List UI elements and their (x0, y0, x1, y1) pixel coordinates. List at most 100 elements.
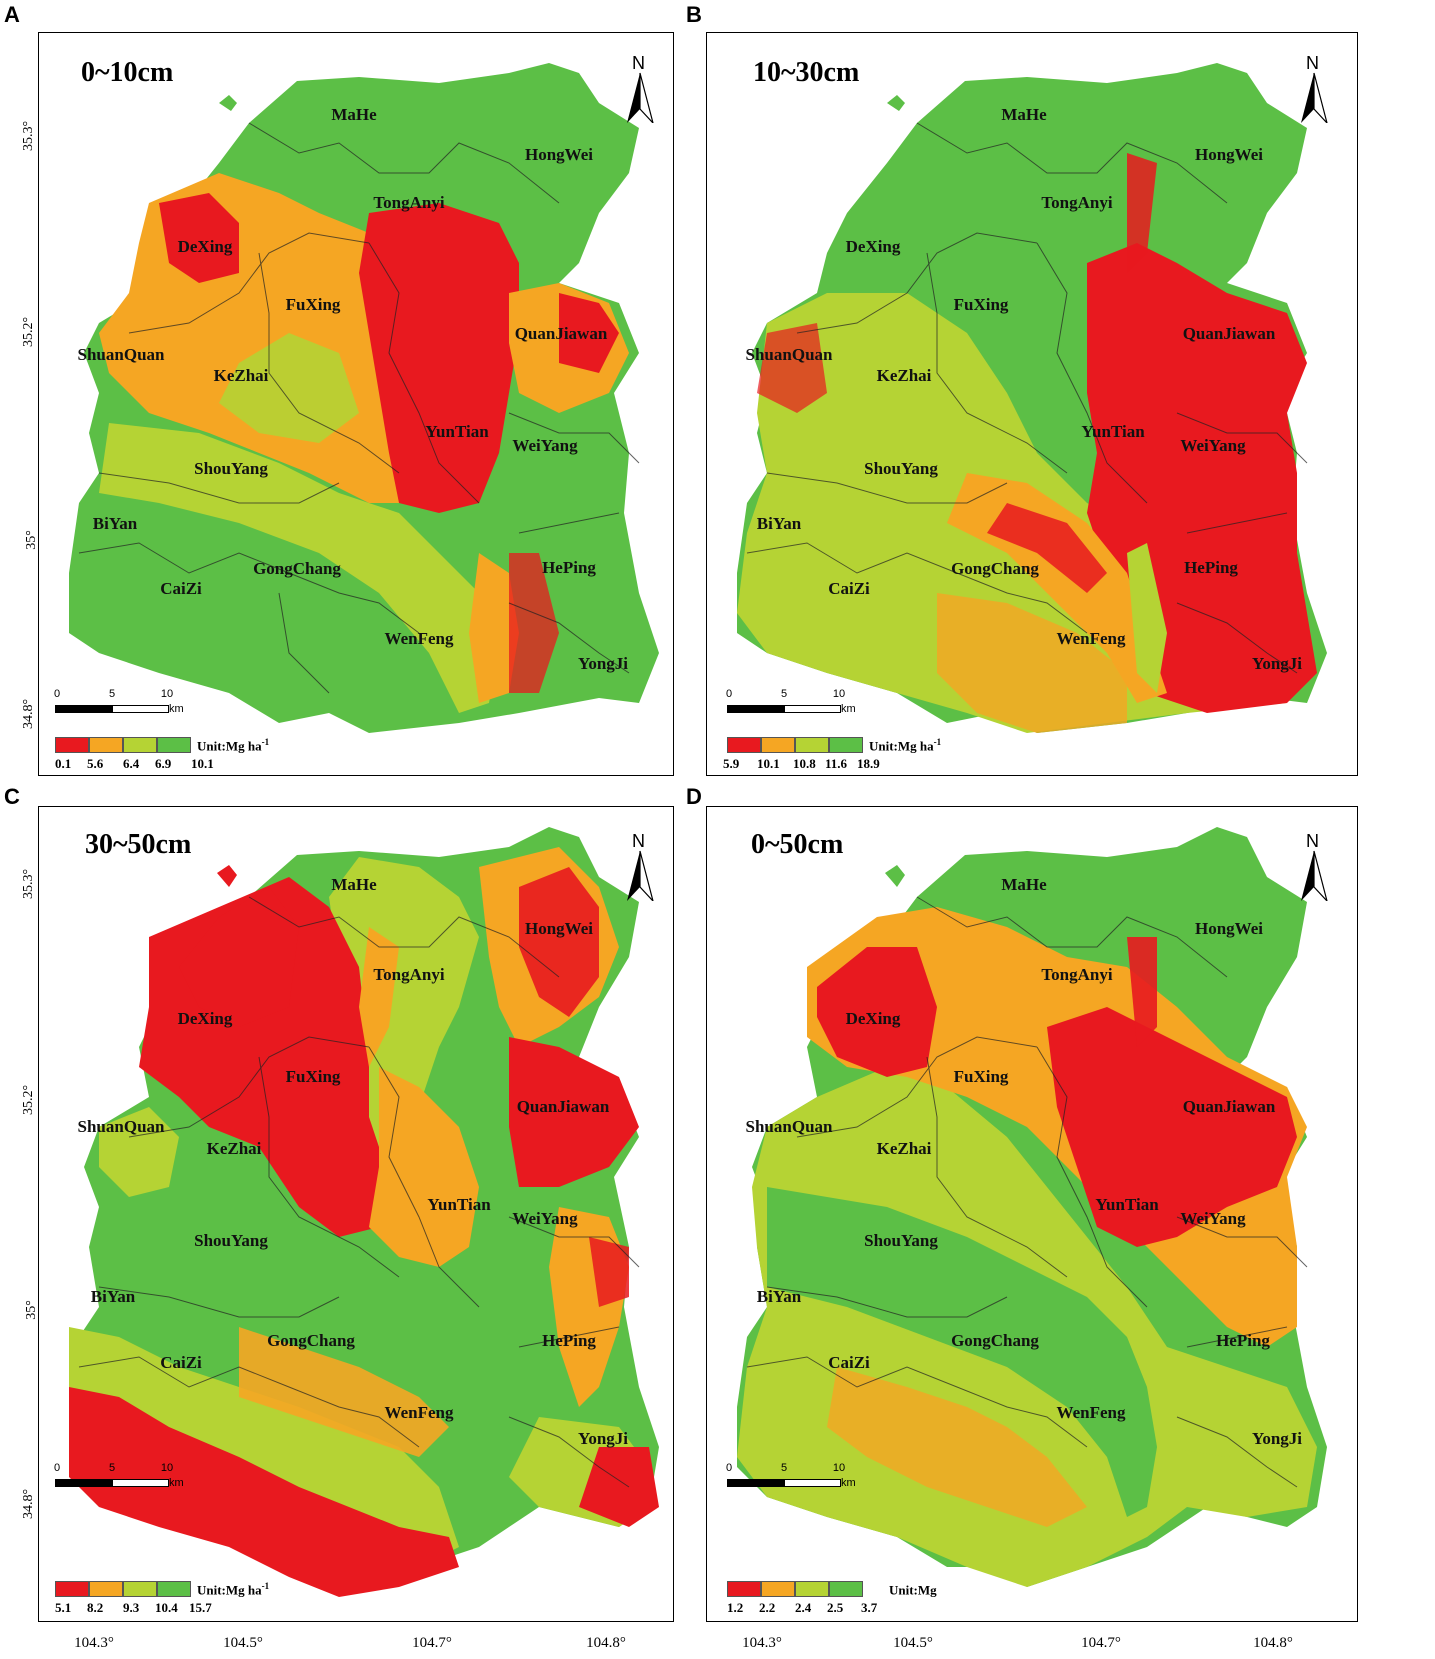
legend-break-3: 6.9 (155, 756, 172, 771)
north-letter-d: N (1306, 831, 1319, 851)
scale-bar-white (784, 705, 841, 713)
town-label-tonganyi: TongAnyi (373, 193, 445, 212)
lat-label-a-348: 34.8° (21, 698, 37, 730)
legend-swatch-yellowgreen (795, 737, 829, 753)
depth-label-b: 10~30cm (753, 57, 860, 88)
legend-swatch-green (157, 737, 191, 753)
legend-swatch-yellowgreen (795, 1581, 829, 1597)
legend-d: Unit:Mg 1.2 2.2 2.4 2.5 3.7 (727, 1581, 1027, 1621)
scale-unit: km (169, 703, 184, 715)
lat-label-c-352: 35.2° (21, 1084, 37, 1116)
town-label-fuxing: FuXing (953, 1067, 1009, 1086)
map-d-raster (737, 827, 1327, 1587)
town-label-biyan: BiYan (92, 514, 138, 533)
scale-bar-black (55, 1479, 113, 1487)
lon-label-d-1048: 104.8° (1253, 1635, 1293, 1651)
scale-tick-0: 0 (725, 1462, 733, 1474)
legend-unit: Unit:Mg ha-1 (197, 1581, 269, 1598)
town-label-yongji: YongJi (1251, 1429, 1303, 1448)
town-label-yuntian: YunTian (427, 1195, 491, 1214)
legend-break-1: 8.2 (87, 1600, 104, 1615)
legend-swatch-red (727, 1581, 761, 1597)
scale-tick-5: 5 (780, 688, 788, 700)
legend-c: Unit:Mg ha-1 5.1 8.2 9.3 10.4 15.7 (55, 1581, 355, 1621)
legend-break-1: 10.1 (757, 756, 780, 771)
town-label-dexing: DeXing (177, 237, 233, 256)
legend-break-0: 5.9 (723, 756, 740, 771)
panel-letter-a: A (4, 2, 20, 27)
town-label-shuanquan: ShuanQuan (77, 1117, 165, 1136)
north-arrow-icon (1301, 72, 1328, 123)
legend-swatch-orange (761, 1581, 795, 1597)
legend-break-0: 1.2 (727, 1600, 744, 1615)
scale-bar-black (55, 705, 113, 713)
town-label-yuntian: YunTian (425, 422, 489, 441)
town-label-caizi: CaiZi (160, 579, 202, 598)
scale-tick-10: 10 (160, 1462, 174, 1474)
town-label-caizi: CaiZi (160, 1353, 202, 1372)
town-label-kezhai: KeZhai (876, 366, 932, 385)
scale-bar-a: 0 5 10 km (54, 688, 195, 728)
town-label-tonganyi: TongAnyi (373, 965, 445, 984)
town-label-caizi: CaiZi (828, 579, 870, 598)
legend-unit-sup: -1 (933, 737, 942, 747)
town-label-biyan: BiYan (756, 1287, 802, 1306)
map-b-raster (737, 63, 1327, 733)
town-label-gongchang: GongChang (951, 1331, 1039, 1350)
town-label-weiyang: WeiYang (1180, 1209, 1246, 1228)
legend-break-4: 15.7 (189, 1600, 212, 1615)
legend-swatch-red (55, 737, 89, 753)
depth-label-c: 30~50cm (85, 829, 192, 860)
town-label-biyan: BiYan (90, 1287, 136, 1306)
town-label-dexing: DeXing (845, 1009, 901, 1028)
north-arrow-c: N (625, 831, 655, 901)
panel-letter-b: B (686, 2, 702, 27)
town-label-yongji: YongJi (577, 654, 629, 673)
map-panel-d: 0~50cm N MaHe HongWei TongAnyi DeXing Fu… (706, 806, 1358, 1622)
scale-bar-d: 0 5 10 km (725, 1462, 867, 1502)
north-arrow-icon (627, 850, 654, 901)
town-label-yongji: YongJi (577, 1429, 629, 1448)
scale-tick-10: 10 (832, 688, 846, 700)
town-label-heping: HePing (1184, 558, 1238, 577)
legend-a: Unit:Mg ha-1 0.1 5.6 6.4 6.9 10.1 (55, 737, 355, 775)
depth-label-a: 0~10cm (81, 57, 174, 88)
map-panel-b: 10~30cm N MaHe HongWei TongAnyi DeXing F… (706, 32, 1358, 776)
town-label-dexing: DeXing (845, 237, 901, 256)
town-label-mahe: MaHe (1001, 875, 1047, 894)
town-label-heping: HePing (542, 1331, 596, 1350)
north-letter-c: N (632, 831, 645, 851)
town-label-caizi: CaiZi (828, 1353, 870, 1372)
town-label-kezhai: KeZhai (206, 1139, 262, 1158)
legend-swatch-yellowgreen (123, 1581, 157, 1597)
legend-break-3: 2.5 (827, 1600, 844, 1615)
town-label-wenfeng: WenFeng (384, 1403, 454, 1422)
north-arrow-a: N (625, 53, 655, 123)
north-arrow-b: N (1299, 53, 1329, 123)
lon-label-d-1047: 104.7° (1081, 1635, 1121, 1651)
panel-letter-d: D (686, 784, 702, 809)
scale-tick-5: 5 (780, 1462, 788, 1474)
legend-break-4: 3.7 (861, 1600, 878, 1615)
legend-break-1: 2.2 (759, 1600, 776, 1615)
north-arrow-icon (1301, 850, 1328, 901)
town-label-fuxing: FuXing (953, 295, 1009, 314)
town-label-shouyang: ShouYang (864, 1231, 938, 1250)
town-label-hongwei: HongWei (524, 145, 594, 164)
scale-tick-5: 5 (108, 688, 116, 700)
town-label-quanjiawan: QuanJiawan (1182, 1097, 1276, 1116)
lon-label-d-1043: 104.3° (742, 1635, 782, 1651)
lon-label-c-1045: 104.5° (223, 1635, 263, 1651)
scale-tick-0: 0 (53, 1462, 61, 1474)
legend-break-2: 2.4 (795, 1600, 812, 1615)
town-label-mahe: MaHe (1001, 105, 1047, 124)
lat-label-c-353: 35.3° (21, 868, 37, 900)
town-label-yuntian: YunTian (1081, 422, 1145, 441)
legend-unit-text: Unit:Mg (889, 1582, 937, 1598)
legend-break-4: 18.9 (857, 756, 880, 771)
legend-swatch-orange (89, 1581, 123, 1597)
town-label-wenfeng: WenFeng (1056, 1403, 1126, 1422)
town-label-heping: HePing (542, 558, 596, 577)
map-c-raster (69, 827, 659, 1597)
town-label-fuxing: FuXing (285, 1067, 341, 1086)
